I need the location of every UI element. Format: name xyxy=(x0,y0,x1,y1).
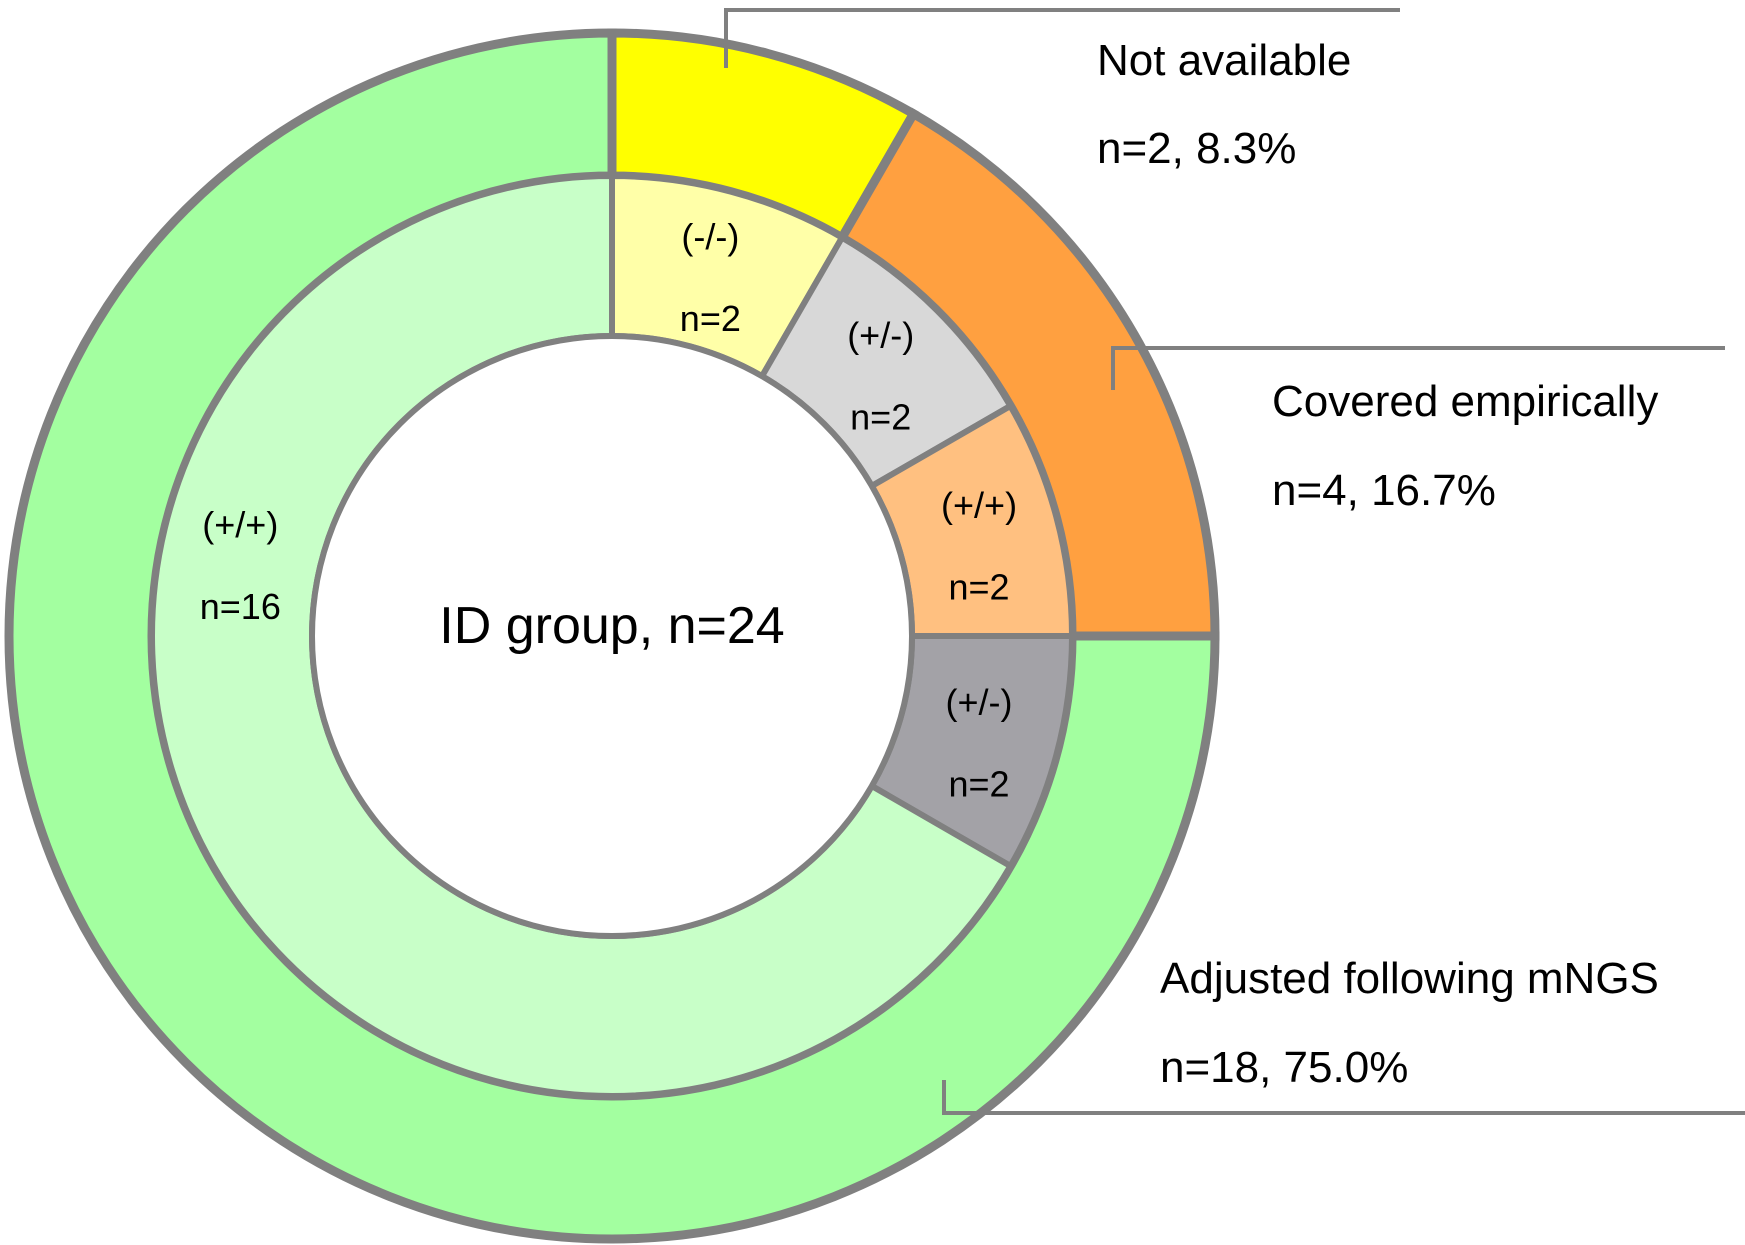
inner-slice-4-count: n=2 xyxy=(949,763,1010,804)
category-stats-covered-empirically: n=4, 16.7% xyxy=(1272,466,1496,515)
inner-ring-labels: (-/-) n=2 (+/-) n=2 (+/+) n=2 (+/-) n=2 (+/+) n=1… xyxy=(200,216,1017,804)
inner-slice-2-label: (+/-) xyxy=(847,314,914,355)
inner-slice-5-label: (+/+) xyxy=(202,504,278,545)
center-hole xyxy=(309,333,915,939)
inner-slice-3-count: n=2 xyxy=(949,567,1010,608)
leader-line-adjusted-following-mngs xyxy=(942,1080,1745,1115)
category-stats-not-available: n=2, 8.3% xyxy=(1097,124,1296,173)
inner-slice-2-count: n=2 xyxy=(850,396,911,437)
inner-slice-5-count: n=16 xyxy=(200,586,281,627)
inner-slice-4-label: (+/-) xyxy=(946,681,1013,722)
category-name-not-available: Not available xyxy=(1097,36,1351,85)
leader-lines xyxy=(724,8,1745,1115)
category-stats-adjusted-following-mngs: n=18, 75.0% xyxy=(1160,1043,1408,1092)
center-label: ID group, n=24 xyxy=(439,597,784,655)
category-labels: Not available n=2, 8.3% Covered empiricall… xyxy=(1097,36,1659,1092)
inner-slice-1-label: (-/-) xyxy=(681,216,739,257)
leader-line-not-available xyxy=(724,8,1400,68)
inner-slice-3-label: (+/+) xyxy=(941,485,1017,526)
category-name-covered-empirically: Covered empirically xyxy=(1272,377,1658,426)
leader-line-covered-empirically xyxy=(1111,346,1725,390)
inner-slice-1-count: n=2 xyxy=(680,298,741,339)
category-name-adjusted-following-mngs: Adjusted following mNGS xyxy=(1160,954,1659,1003)
